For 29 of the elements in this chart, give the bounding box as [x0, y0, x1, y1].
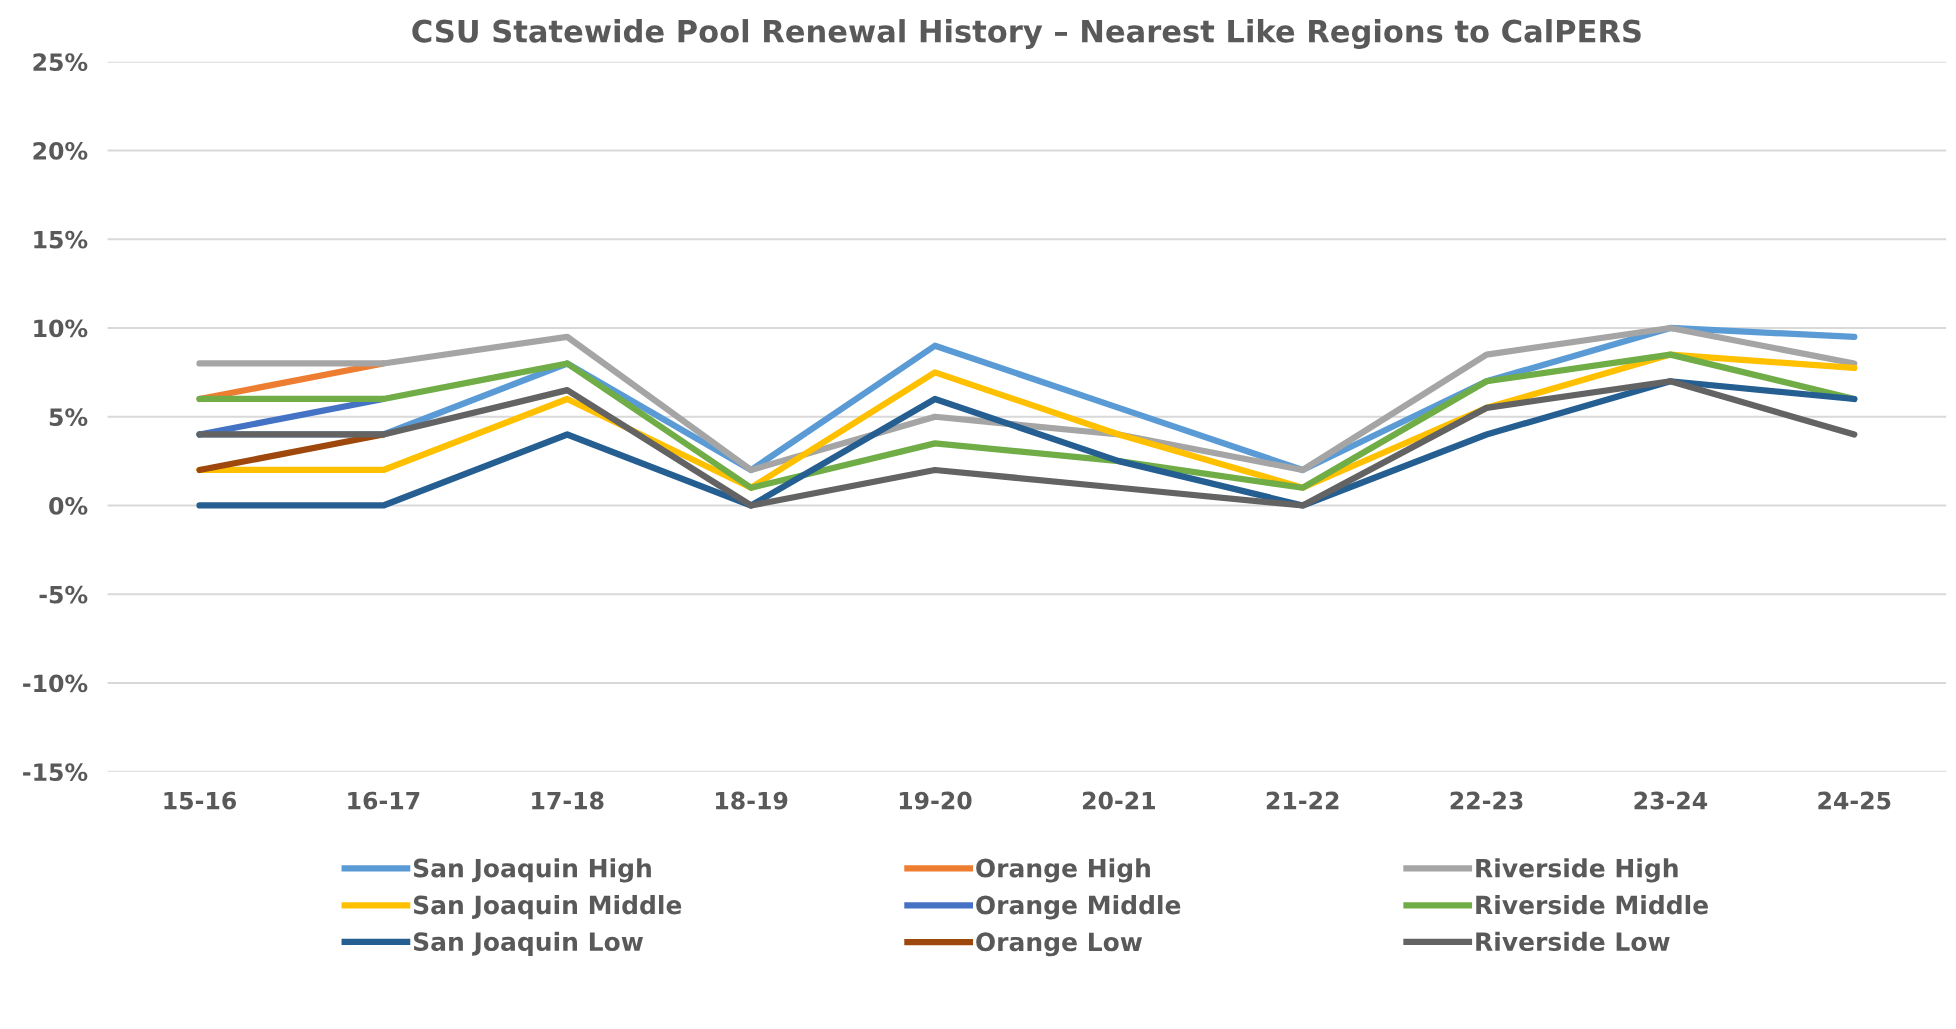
y-tick-label: -10%	[23, 674, 88, 693]
y-tick-label: 10%	[34, 319, 88, 338]
chart-title: CSU Statewide Pool Renewal History – Nearest Like Regions to CalPERS	[412, 19, 1641, 49]
x-tick-label: 19-20	[899, 791, 972, 810]
x-tick-label: 24-25	[1818, 791, 1891, 810]
legend-label: Orange Middle	[976, 895, 1181, 920]
y-tick-label: 15%	[34, 230, 88, 249]
legend-label: Orange Low	[976, 932, 1143, 957]
y-tick-label: -5%	[39, 585, 88, 604]
y-tick-label: 20%	[33, 141, 88, 160]
x-tick-label: 23-24	[1634, 791, 1708, 810]
legend-label: San Joaquin Low	[413, 931, 643, 956]
x-tick-label: 16-17	[348, 791, 420, 810]
y-tick-label: -15%	[23, 763, 88, 782]
x-tick-label: 21-22	[1266, 791, 1339, 810]
legend-label: Riverside Middle	[1476, 895, 1708, 915]
y-tick-label: 0%	[49, 496, 88, 515]
legend-label: Orange High	[976, 858, 1150, 883]
y-tick-label: 25%	[33, 53, 88, 72]
x-tick-label: 18-19	[716, 791, 788, 810]
y-tick-label: 5%	[49, 408, 88, 427]
legend-label: Riverside Low	[1476, 931, 1670, 952]
x-tick-label: 22-23	[1450, 791, 1523, 810]
legend-label: San Joaquin Middle	[413, 895, 682, 920]
x-tick-label: 15-16	[164, 791, 236, 810]
legend-label: San Joaquin High	[413, 858, 651, 883]
x-tick-label: 17-18	[532, 791, 604, 810]
legend-label: Riverside High	[1476, 858, 1678, 883]
x-tick-label: 20-21	[1082, 791, 1155, 810]
